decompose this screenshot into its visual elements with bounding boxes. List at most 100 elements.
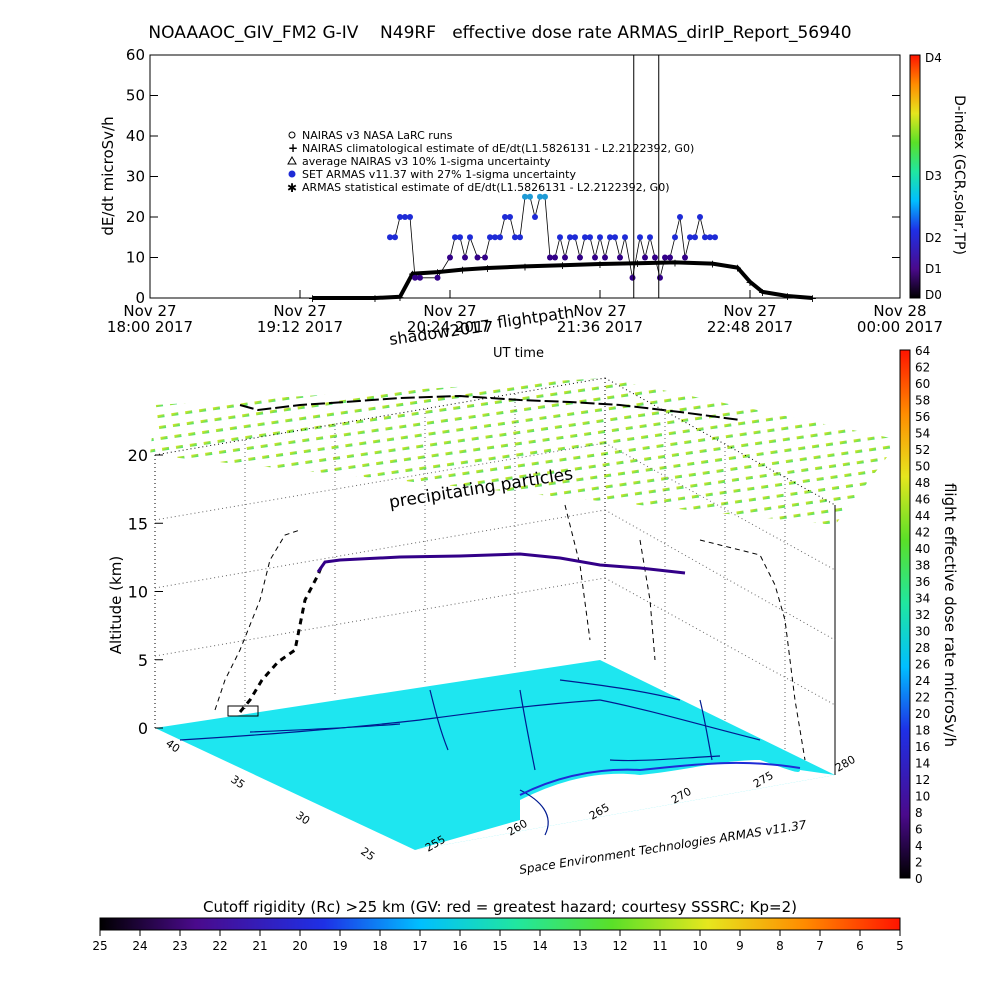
colorbar-tick-label: 58 xyxy=(915,394,930,408)
colorbar-tick-label: 40 xyxy=(915,542,930,556)
armas-point xyxy=(592,254,598,261)
colorbar-label: D-index (GCR,solar,TP) xyxy=(951,95,967,255)
latitude-tick-label: 25 xyxy=(358,845,377,864)
colorbar-tick-label: 56 xyxy=(915,410,930,424)
nairas-point: + xyxy=(745,276,754,289)
colorbar-tick-label: 6 xyxy=(915,823,923,837)
y-tick-label: 50 xyxy=(126,87,145,105)
altitude-tick-label: 0 xyxy=(138,719,148,738)
colorbar-tick-label: 8 xyxy=(915,806,923,820)
nairas-point: + xyxy=(408,268,417,281)
armas-point xyxy=(507,214,513,220)
nairas-point: + xyxy=(595,258,604,271)
map-surface xyxy=(155,660,835,850)
x-tick-time: 18:00 2017 xyxy=(107,318,193,336)
armas-point xyxy=(517,234,523,241)
colorbar-tick-label: 32 xyxy=(915,608,930,622)
armas-point xyxy=(687,234,693,241)
armas-point xyxy=(662,254,668,261)
nairas-point: + xyxy=(808,292,817,305)
armas-point xyxy=(572,234,578,241)
colorbar-tick-label: 10 xyxy=(915,790,930,804)
armas-point xyxy=(482,254,488,261)
altitude-ticks: 0 5 10 15 20 xyxy=(128,446,163,738)
cutoff-tick-label: 8 xyxy=(776,939,784,953)
armas-point xyxy=(467,234,473,241)
armas-point xyxy=(502,214,508,220)
cutoff-ticks: 25 24 23 22 21 20 19 18 17 16 15 14 13 12 11 10 9 8 7 6 5 xyxy=(92,930,904,953)
x-tick-day: Nov 28 xyxy=(873,302,926,320)
armas-point xyxy=(512,234,518,241)
map-borders xyxy=(179,679,761,836)
x-tick-day: Nov 27 xyxy=(123,302,176,320)
cutoff-tick-label: 17 xyxy=(412,939,427,953)
armas-point xyxy=(547,254,553,261)
colorbar-tick: D3 xyxy=(925,169,942,183)
nairas-point: + xyxy=(633,257,642,270)
legend-item: ✱ ARMAS statistical estimate of dE/dt(L1… xyxy=(287,181,669,195)
cutoff-tick-label: 13 xyxy=(572,939,587,953)
legend-item: SET ARMAS v11.37 with 27% 1-sigma uncert… xyxy=(288,168,576,181)
colorbar-tick-label: 44 xyxy=(915,509,930,523)
colorbar-tick-label: 4 xyxy=(915,839,923,853)
x-tick-time: 19:12 2017 xyxy=(257,318,343,336)
colorbar-tick: D4 xyxy=(925,51,942,65)
nairas-estimate-line xyxy=(312,260,813,300)
colorbar-gradient xyxy=(899,349,911,879)
colorbar-tick-label: 12 xyxy=(915,773,930,787)
cutoff-colorbar-label: Cutoff rigidity (Rc) >25 km (GV: red = g… xyxy=(203,898,797,916)
colorbar-gradient xyxy=(909,54,921,299)
armas-point xyxy=(597,234,603,241)
y-tick-label: 60 xyxy=(126,46,145,64)
colorbar-tick-label: 20 xyxy=(915,707,930,721)
altitude-label: Altitude (km) xyxy=(107,556,125,654)
armas-point xyxy=(577,254,583,261)
armas-point xyxy=(707,234,713,241)
armas-point xyxy=(629,274,636,281)
armas-point xyxy=(672,234,678,241)
x-tick-time: 00:00 2017 xyxy=(857,318,943,336)
armas-point xyxy=(462,254,468,261)
altitude-tick-label: 15 xyxy=(128,514,148,533)
nairas-point: + xyxy=(783,290,792,303)
y-tick-label: 20 xyxy=(126,208,145,226)
colorbar-tick-label: 38 xyxy=(915,559,930,573)
annotation-credit: Space Environment Technologies ARMAS v11… xyxy=(518,818,808,877)
cutoff-tick-label: 25 xyxy=(92,939,107,953)
y-tick-label: 0 xyxy=(135,289,145,307)
cutoff-tick-label: 23 xyxy=(172,939,187,953)
armas-point xyxy=(452,234,458,241)
shadow-path xyxy=(564,504,656,661)
departure-marker xyxy=(227,705,259,717)
armas-point xyxy=(537,193,543,200)
armas-point xyxy=(434,274,441,281)
latitude-tick-label: 35 xyxy=(228,773,247,792)
armas-point xyxy=(582,234,588,241)
armas-point xyxy=(682,254,688,261)
armas-point xyxy=(474,254,481,261)
armas-point xyxy=(412,274,418,281)
cutoff-tick-label: 9 xyxy=(736,939,744,953)
colorbar-tick-label: 16 xyxy=(915,740,930,754)
legend-marker: ✱ xyxy=(287,181,297,195)
nairas-point: + xyxy=(395,291,404,304)
series-layer: + + ++ + + + + + + + + + +++ + + xyxy=(308,55,817,305)
flight-path-ascent xyxy=(238,564,324,713)
x-tick-time: 21:36 2017 xyxy=(557,318,643,336)
colorbar-tick: D0 xyxy=(925,288,942,302)
armas-point xyxy=(527,193,533,200)
legend-marker xyxy=(287,155,297,165)
y-tick-label: 40 xyxy=(126,127,145,145)
nairas-point: + xyxy=(370,292,379,305)
cutoff-tick-label: 12 xyxy=(612,939,627,953)
armas-point xyxy=(487,234,493,241)
colorbar-tick-label: 0 xyxy=(915,872,923,886)
x-tick-day: Nov 27 xyxy=(423,302,476,320)
x-tick-day: Nov 27 xyxy=(723,302,776,320)
armas-point xyxy=(542,193,548,200)
cutoff-tick-label: 18 xyxy=(372,939,387,953)
legend-item: NAIRAS v3 NASA LaRC runs xyxy=(288,129,453,142)
armas-point xyxy=(417,274,423,281)
